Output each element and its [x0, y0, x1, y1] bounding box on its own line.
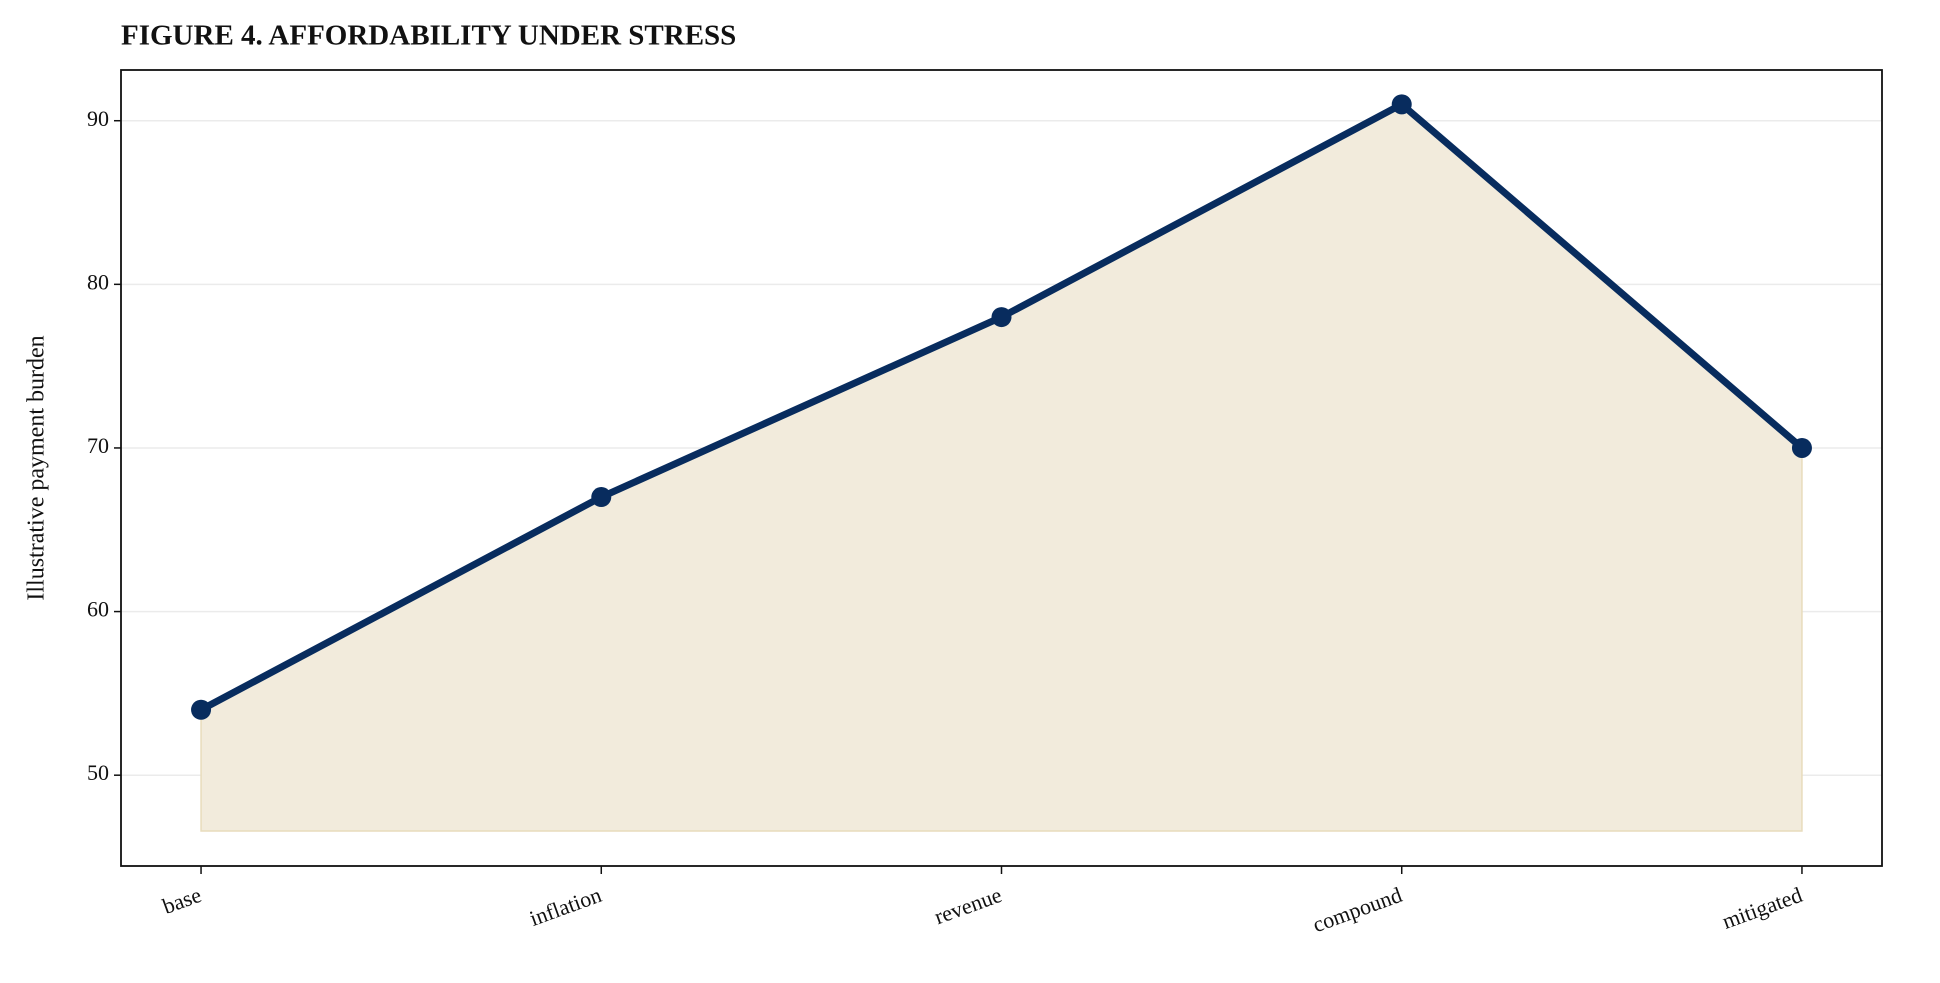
point [1391, 94, 1412, 115]
point [591, 487, 612, 508]
y-tick-label: 60 [87, 597, 109, 622]
y-axis-label: Illustrative payment burden [24, 335, 50, 600]
point [991, 307, 1012, 328]
x-tick-label: revenue [931, 882, 1005, 929]
x-tick-label: compound [1309, 882, 1405, 937]
y-tick-label: 80 [87, 269, 109, 294]
x-tick-label: base [159, 882, 204, 919]
x-tick-label: inflation [526, 882, 605, 931]
y-tick-label: 70 [87, 433, 109, 458]
point [191, 699, 212, 720]
y-tick-label: 50 [87, 760, 109, 785]
y-tick-label: 90 [87, 106, 109, 131]
x-tick-label: mitigated [1719, 882, 1806, 934]
point [1791, 437, 1812, 458]
chart-title: FIGURE 4. AFFORDABILITY UNDER STRESS [121, 20, 736, 52]
plot-frame [120, 69, 1883, 867]
area [200, 103, 1803, 832]
